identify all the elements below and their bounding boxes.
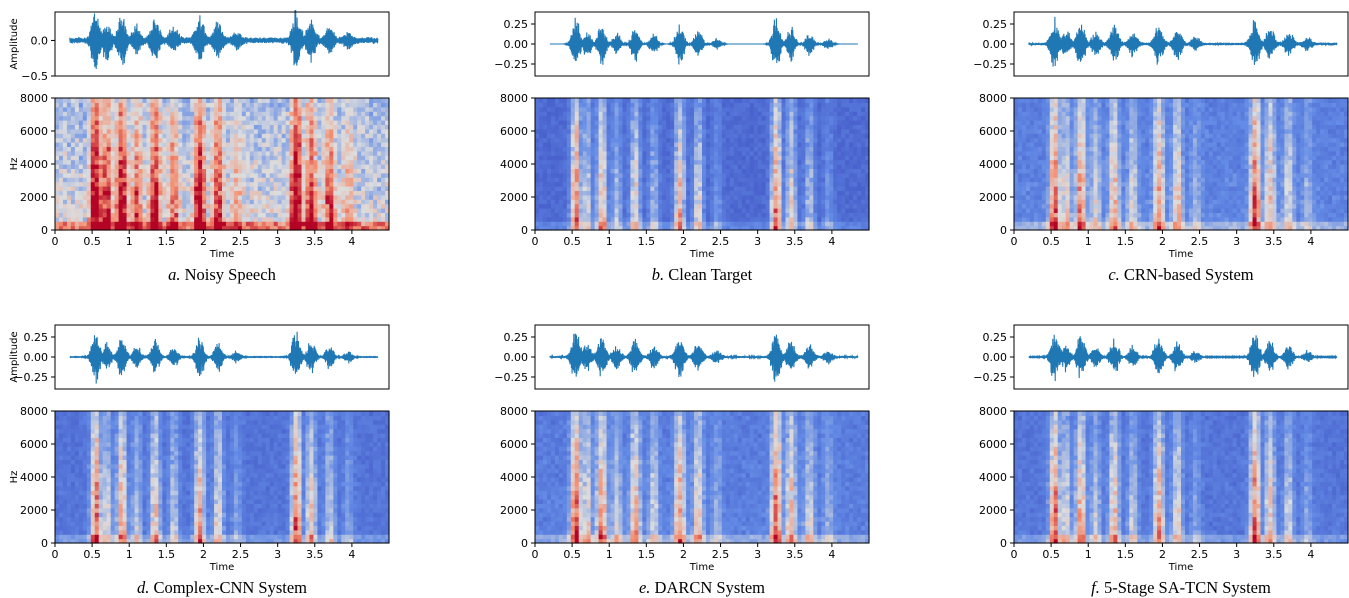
figure-grid: 0.0−0.5Amplitude0200040006000800000.511.… xyxy=(0,0,1349,597)
